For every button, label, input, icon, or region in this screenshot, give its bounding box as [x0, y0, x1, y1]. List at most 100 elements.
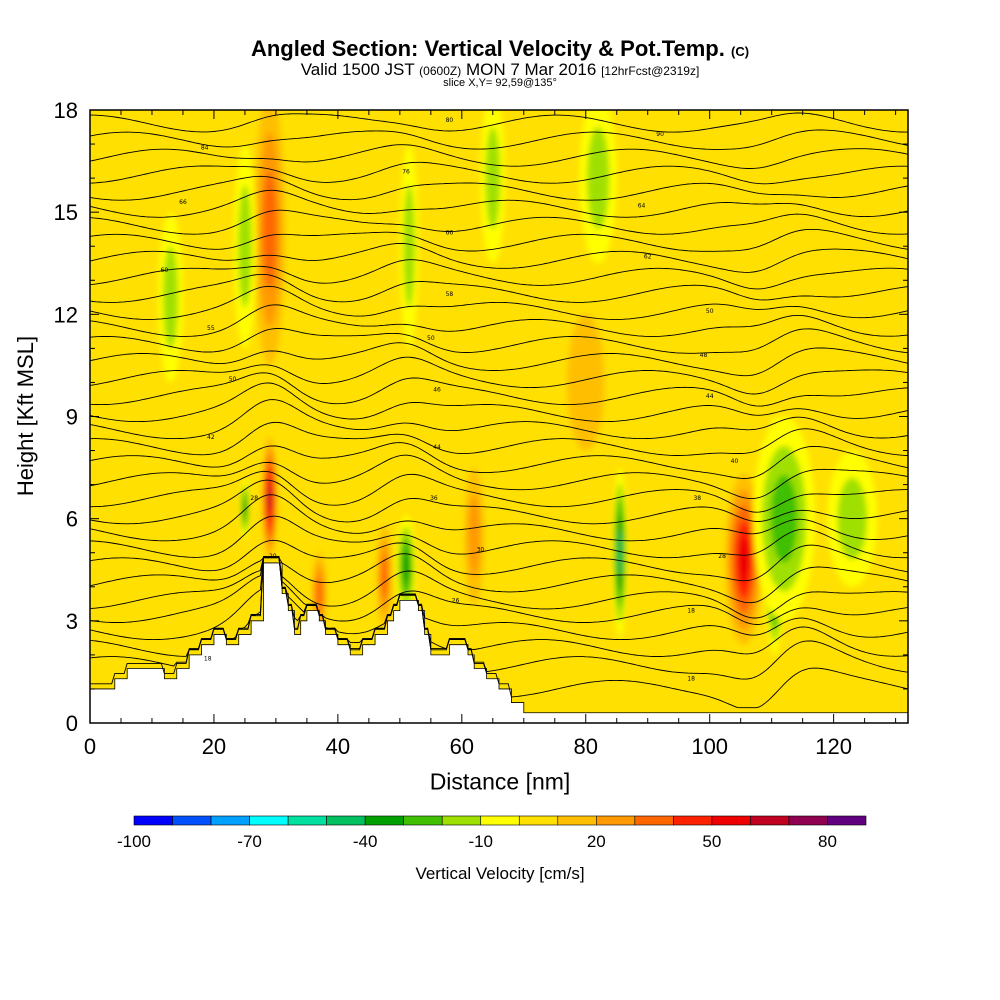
theta-contour-label: 48 [700, 352, 708, 359]
velocity-cell [468, 494, 481, 577]
theta-contour-line [90, 285, 908, 320]
theta-contour-line [90, 144, 908, 169]
velocity-cell [770, 474, 798, 563]
theta-contour-label: 44 [706, 393, 714, 400]
colorbar-swatch [634, 815, 674, 826]
velocity-cell [567, 314, 605, 451]
theta-contour-label: 80 [446, 117, 454, 124]
y-tick-label: 0 [66, 711, 78, 736]
colorbar-swatch [480, 815, 520, 826]
theta-contour-line [90, 342, 908, 377]
theta-contours: 18 18 18 26 20 30 28 28 36 38 40 42 44 44 46 50 48 50 55 50… [90, 112, 908, 709]
y-tick-label: 3 [66, 609, 78, 634]
colorbar-swatch [133, 815, 173, 826]
velocity-cell [586, 127, 610, 230]
colorbar-tick-label: -70 [237, 832, 262, 851]
theta-contour-label: 42 [207, 434, 215, 441]
theta-contour-line [90, 259, 908, 290]
theta-contour-label: 90 [656, 131, 664, 138]
theta-contour-line [90, 556, 908, 619]
theta-contour-label: 18 [687, 608, 695, 615]
velocity-cell [381, 554, 388, 599]
x-axis-label: Distance [nm] [429, 768, 571, 795]
colorbar-tick-label: 20 [587, 832, 606, 851]
colorbar-swatch [596, 815, 636, 826]
theta-contour-line [90, 399, 908, 440]
velocity-cell [263, 170, 277, 288]
theta-contour-line [90, 515, 908, 559]
theta-contour-line [90, 553, 908, 604]
theta-contour-line [90, 161, 908, 185]
theta-contour-line [90, 442, 908, 479]
x-tick-label: 0 [84, 734, 96, 759]
colorbar-swatch [172, 815, 212, 826]
colorbar-tick-label: -10 [468, 832, 493, 851]
theta-contour-label: 66 [446, 230, 454, 237]
colorbar: -100 -70 -40 -10 20 50 80 [117, 815, 867, 851]
theta-contour-label: 30 [477, 546, 485, 553]
colorbar-swatch [557, 815, 597, 826]
y-axis-label: Height [Kft MSL] [13, 335, 38, 497]
theta-contour-line [90, 557, 908, 657]
colorbar-swatch [287, 815, 327, 826]
theta-contour-label: 40 [731, 458, 739, 465]
theta-contour-line [90, 129, 908, 150]
velocity-cell [163, 246, 178, 349]
theta-contour-line [90, 556, 908, 641]
theta-contour-line [90, 228, 908, 252]
theta-contour-label: 36 [430, 495, 438, 502]
theta-contour-line [90, 479, 908, 525]
theta-contour-label: 50 [427, 335, 435, 342]
x-tick-label: 20 [202, 734, 226, 759]
velocity-cell [617, 529, 622, 576]
theta-contour-label: 60 [161, 267, 169, 274]
colorbar-title: Vertical Velocity [cm/s] [415, 864, 585, 883]
valid-time: Valid 1500 JST [300, 60, 415, 79]
colorbar-swatch [249, 815, 289, 826]
colorbar-swatch [518, 815, 559, 826]
theta-contour-line [90, 328, 908, 354]
theta-contour-label: 55 [207, 325, 215, 332]
velocity-cell [267, 484, 272, 513]
theta-contour-line [90, 304, 908, 337]
y-tick-label: 9 [66, 405, 78, 430]
theta-contour-label: 50 [229, 376, 237, 383]
colorbar-swatch [326, 815, 366, 826]
colorbar-tick-label: 50 [702, 832, 721, 851]
theta-contour-line [90, 539, 908, 582]
theta-contour-label: 18 [687, 676, 695, 683]
velocity-cell [485, 127, 501, 230]
theta-contour-line [90, 372, 908, 407]
theta-contour-line [90, 273, 908, 303]
theta-contour-line [90, 175, 908, 201]
x-tick-label: 120 [815, 734, 852, 759]
chart-title: Angled Section: Vertical Velocity & Pot.… [0, 36, 1000, 62]
theta-contour-label: 26 [452, 597, 460, 604]
x-tick-label: 60 [450, 734, 474, 759]
y-tick-label: 18 [54, 98, 78, 123]
theta-contour-label: 20 [269, 553, 277, 560]
velocity-cell [403, 184, 415, 308]
colorbar-swatch [750, 815, 790, 826]
velocity-cell [242, 498, 247, 519]
theta-contour-line [90, 494, 908, 542]
velocity-cell [238, 184, 252, 308]
theta-contour-label: 62 [644, 253, 652, 260]
chart-title-text: Angled Section: Vertical Velocity & Pot.… [250, 36, 725, 61]
theta-contour-label: 64 [638, 202, 646, 209]
theta-contour-line [90, 209, 908, 235]
colorbar-swatch [403, 815, 443, 826]
theta-contour-label: 50 [706, 308, 714, 315]
chart-subtitle: Valid 1500 JST (0600Z) MON 7 Mar 2016 [1… [0, 60, 1000, 80]
forecast-info: [12hrFcst@2319z] [601, 64, 700, 78]
y-tick-label: 12 [54, 302, 78, 327]
theta-contour-label: 58 [446, 291, 454, 298]
theta-contour-label: 18 [204, 655, 212, 662]
colorbar-swatch [827, 815, 867, 826]
x-tick-label: 40 [326, 734, 350, 759]
theta-contour-label: 66 [179, 199, 187, 206]
theta-contour-label: 28 [250, 495, 258, 502]
slice-label: slice X,Y= 92,59@135° [443, 77, 557, 89]
theta-contour-line [90, 189, 908, 218]
